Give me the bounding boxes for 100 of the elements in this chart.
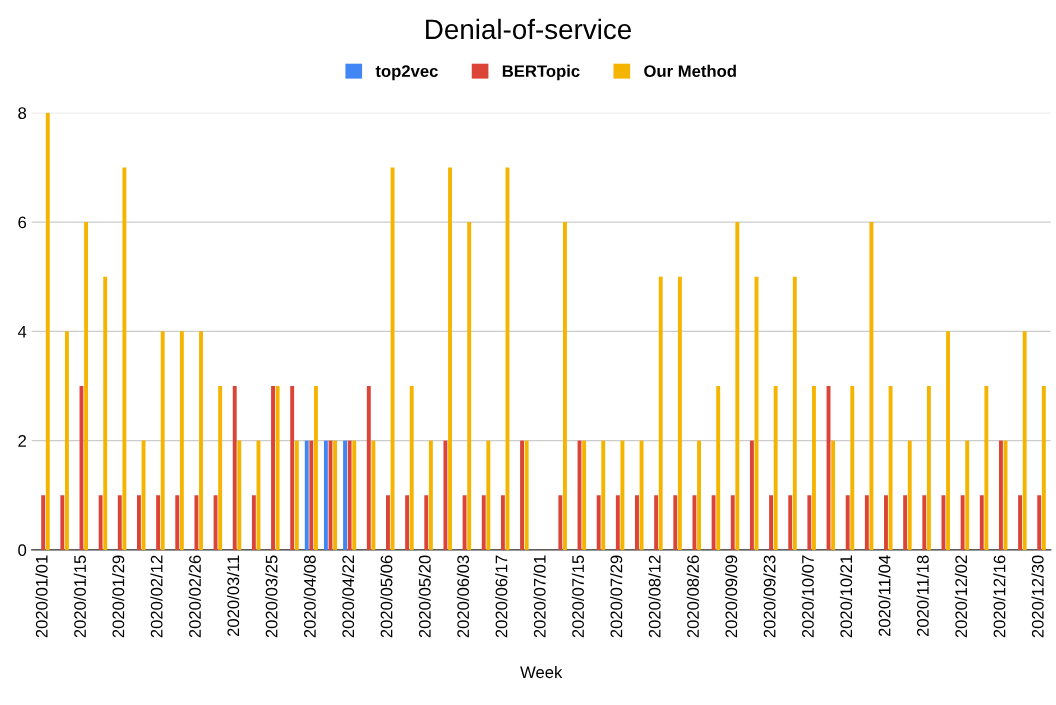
legend-label: top2vec	[375, 65, 438, 81]
bar	[98, 495, 103, 550]
bar	[864, 495, 869, 550]
bar	[64, 331, 69, 550]
bar	[156, 495, 161, 550]
bar	[313, 385, 318, 550]
y-tick-label: 2	[18, 435, 26, 447]
bar	[347, 440, 352, 550]
x-tick-label: 2020/02/26	[188, 555, 201, 638]
bar	[352, 440, 357, 550]
x-tick-label: 2020/10/07	[801, 555, 814, 638]
x-tick-label: 2020/01/29	[112, 555, 125, 638]
bar	[84, 222, 89, 550]
bar	[658, 276, 663, 550]
legend-label: BERTopic	[502, 64, 580, 81]
bar	[922, 495, 927, 550]
bar	[673, 495, 678, 550]
bar	[998, 440, 1003, 550]
bar	[290, 385, 295, 550]
bar	[443, 440, 448, 550]
x-tick-label: 2020/02/12	[150, 555, 163, 638]
bar	[179, 331, 184, 550]
bar	[103, 276, 108, 550]
bar	[251, 495, 256, 550]
bar	[218, 385, 223, 550]
bar	[558, 495, 563, 550]
bar	[213, 495, 218, 550]
bar	[812, 385, 816, 550]
x-tick-label: 2020/08/12	[648, 555, 661, 638]
bar	[788, 495, 793, 550]
bar	[907, 440, 912, 550]
bar	[309, 440, 314, 550]
bar	[850, 385, 855, 550]
bar	[175, 495, 180, 550]
x-tick-label: 2020/09/09	[724, 555, 738, 638]
x-tick-label: 2020/05/20	[418, 555, 431, 638]
x-tick-label: 2020/03/25	[265, 555, 278, 638]
bar	[237, 440, 242, 550]
bar	[1037, 495, 1042, 550]
bar	[620, 440, 625, 550]
bar	[486, 440, 491, 550]
bar	[979, 495, 984, 550]
y-tick-label: 0	[18, 544, 27, 557]
bar	[481, 495, 486, 550]
bar	[304, 440, 309, 550]
bar	[807, 495, 812, 550]
bar	[960, 495, 965, 550]
bar	[271, 385, 275, 550]
bar	[520, 440, 524, 550]
x-tick-label: 2020/08/26	[686, 555, 699, 638]
x-tick-label: 2020/06/17	[495, 555, 508, 638]
bar	[639, 440, 644, 550]
bar	[792, 276, 797, 550]
bar	[615, 495, 620, 550]
bar	[711, 495, 716, 550]
bar	[390, 167, 395, 550]
bar	[869, 222, 874, 550]
bar	[136, 495, 141, 550]
x-tick-label: 2020/10/21	[839, 555, 853, 638]
bar	[371, 440, 376, 550]
y-tick-label: 4	[17, 325, 27, 338]
y-tick-label: 6	[18, 216, 27, 229]
bar	[601, 440, 606, 550]
bar	[716, 385, 721, 550]
bar	[194, 495, 199, 550]
bar	[730, 495, 735, 550]
x-tick-label: 2020/12/02	[954, 555, 968, 638]
x-tick-label: 2020/07/15	[571, 555, 584, 638]
x-tick-label: 2020/09/23	[763, 555, 776, 638]
x-axis-title: Week	[520, 665, 563, 679]
x-tick-label: 2020/03/11	[226, 555, 240, 637]
bar	[294, 440, 299, 550]
bar	[831, 440, 836, 550]
x-tick-label: 2020/01/15	[73, 555, 86, 638]
bar	[1041, 385, 1046, 550]
bar	[160, 331, 165, 550]
bar	[424, 495, 429, 550]
bar	[582, 440, 587, 550]
x-tick-label: 2020/11/04	[878, 555, 891, 637]
bar	[946, 331, 950, 550]
bar	[926, 385, 931, 550]
bar	[386, 495, 390, 550]
bar	[323, 440, 328, 550]
bar	[275, 385, 280, 550]
bar	[117, 495, 122, 550]
bar	[405, 495, 410, 550]
bar	[41, 495, 46, 550]
bar	[448, 167, 452, 550]
legend-label: Our Method	[644, 64, 736, 78]
bar	[769, 495, 774, 550]
bar	[903, 495, 908, 550]
bar	[1022, 331, 1027, 550]
bar	[845, 495, 850, 550]
bar	[60, 495, 65, 550]
bar	[563, 222, 567, 550]
chart-title: Denial-of-service	[426, 18, 631, 40]
bar	[343, 440, 348, 550]
bar	[333, 440, 338, 550]
bar	[45, 112, 50, 550]
bar	[884, 495, 888, 550]
